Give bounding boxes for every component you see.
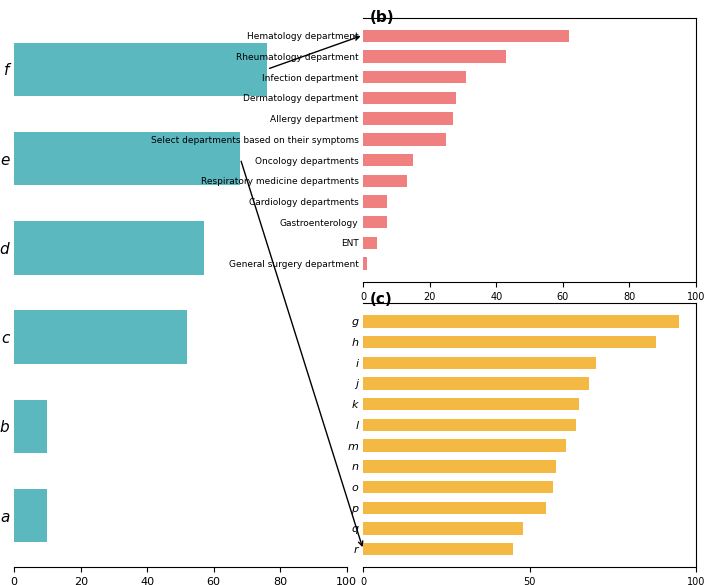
Bar [364,112,453,125]
Bar [14,489,48,542]
Bar [364,460,556,473]
Bar [364,195,386,208]
Bar [364,356,596,369]
Bar [364,336,656,348]
Bar [364,30,569,42]
Bar [14,43,267,96]
Bar [364,133,447,146]
Bar [364,501,546,514]
Bar [364,174,407,187]
Bar [364,257,366,270]
X-axis label: Percentage(％， n=463): Percentage(％， n=463) [464,307,595,317]
Bar [14,400,48,453]
Bar [364,92,457,104]
Bar [364,216,386,229]
Bar [364,439,566,452]
Bar [14,221,204,274]
Bar [14,311,187,364]
Bar [364,398,579,411]
Text: (c): (c) [370,292,393,308]
Bar [364,543,513,555]
Bar [364,522,523,535]
Bar [364,377,589,390]
Bar [364,50,506,63]
Bar [364,71,466,84]
Bar [14,132,240,185]
Bar [364,481,553,493]
Bar [364,237,376,249]
Bar [364,419,576,431]
Bar [364,154,413,166]
Text: (b): (b) [370,9,395,25]
Bar [364,315,679,328]
